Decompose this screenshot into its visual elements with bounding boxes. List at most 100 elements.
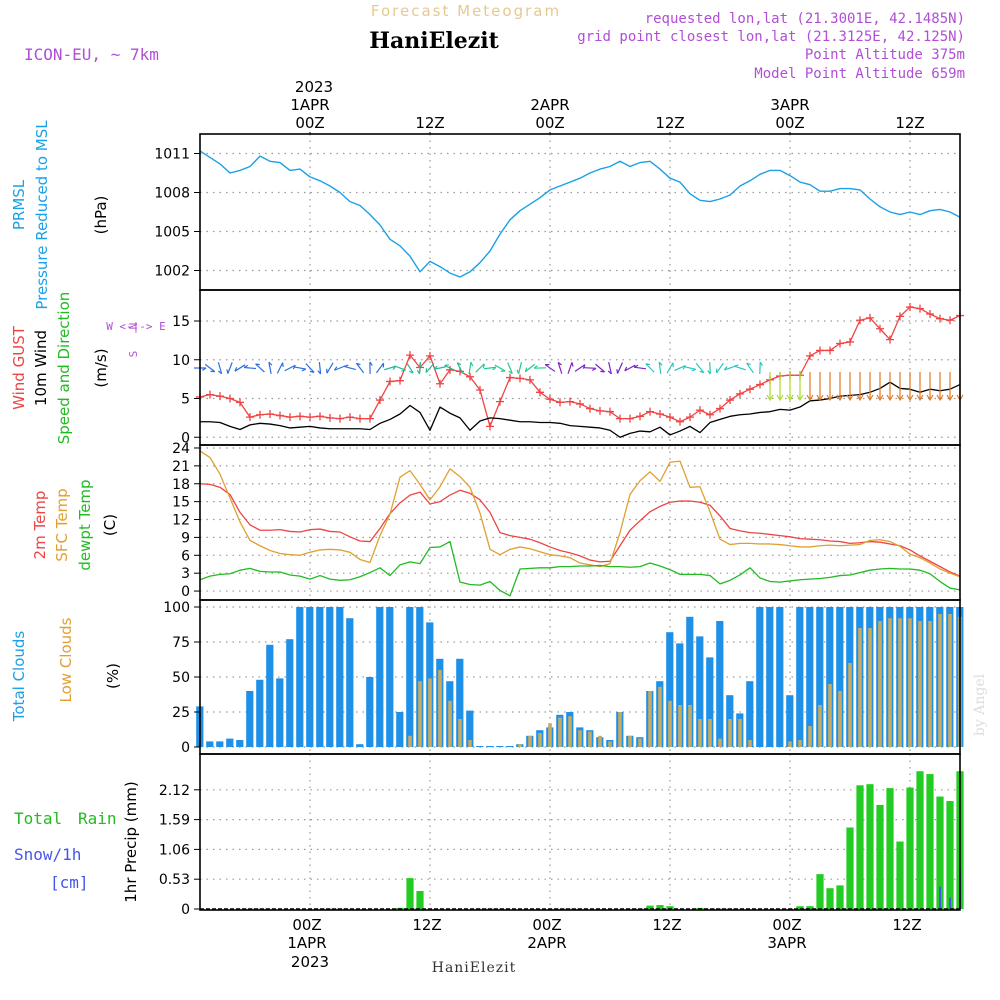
- wind-arrow: [456, 362, 464, 374]
- y-tick-label: 1.06: [159, 842, 190, 858]
- y-tick-label: 1011: [154, 147, 190, 163]
- total-cloud-bar: [766, 607, 774, 747]
- top-time-label: 3APR: [770, 96, 809, 114]
- wind-arrow: [734, 364, 746, 371]
- total-cloud-bar: [786, 695, 794, 747]
- low-cloud-bar: [808, 726, 812, 747]
- requested-coords: requested lon,lat (21.3001E, 42.1485N): [645, 11, 965, 27]
- wind-arrow: [796, 372, 804, 402]
- rain-bar: [926, 774, 934, 909]
- low-cloud-bar: [418, 681, 422, 747]
- wind-arrow: [406, 362, 414, 374]
- wind-arrow: [305, 363, 315, 373]
- gust-marker: [426, 351, 434, 360]
- wind-rose-n: N: [127, 323, 140, 330]
- low-cloud-bar: [838, 691, 842, 747]
- dewpoint-line: [199, 540, 961, 597]
- total-cloud-bar: [276, 678, 284, 747]
- y-tick-label: 12: [172, 513, 190, 529]
- low-cloud-bar: [618, 712, 622, 747]
- wind-arrow: [333, 365, 346, 371]
- low-cloud-bar: [518, 744, 522, 747]
- temp-unit: (C): [101, 514, 119, 536]
- gust-marker: [636, 412, 644, 421]
- wind-arrow: [268, 361, 273, 375]
- total-cloud-bar: [226, 738, 234, 747]
- bottom-time-label: 12Z: [892, 916, 921, 934]
- pressure-label-prmsl: PRMSL: [10, 179, 28, 230]
- low-cloud-bar: [658, 686, 662, 747]
- total-cloud-bar: [506, 746, 514, 747]
- rain-bar: [856, 785, 864, 909]
- gust-marker: [466, 372, 474, 381]
- model-label: ICON-EU, ~ 7km: [24, 45, 159, 64]
- wind-arrow: [684, 366, 697, 372]
- wind-arrow: [483, 366, 497, 371]
- wind-arrow: [444, 364, 456, 372]
- total-cloud-bar: [486, 746, 494, 747]
- total-cloud-bar: [836, 607, 844, 747]
- wind-arrow: [317, 361, 322, 375]
- gust-marker: [506, 373, 514, 382]
- low-cloud-bar: [558, 717, 562, 747]
- total-cloud-bar: [696, 636, 704, 747]
- wind-labels: Wind GUST 10m Wind Speed and Direction (…: [10, 292, 166, 445]
- gust-marker: [406, 351, 414, 360]
- wind-arrow: [936, 372, 944, 402]
- clouds-total-label: Total Clouds: [10, 631, 28, 723]
- gust-marker: [566, 397, 574, 406]
- bottom-time-label: 00Z: [532, 916, 561, 934]
- total-cloud-bar: [776, 607, 784, 747]
- rain-bar: [406, 878, 414, 909]
- total-cloud-bar: [296, 607, 304, 747]
- y-tick-label: 3: [181, 566, 190, 582]
- low-cloud-bar: [848, 663, 852, 747]
- gust-marker: [626, 414, 634, 423]
- wind-arrow: [786, 372, 794, 402]
- temp-2m-label: 2m Temp: [31, 491, 49, 560]
- y-tick-label: 0: [181, 740, 190, 756]
- panel-frame: [199, 753, 961, 911]
- gust-marker: [396, 376, 404, 385]
- wind-arrow: [759, 361, 763, 375]
- total-cloud-bar: [806, 607, 814, 747]
- pressure-labels: PRMSL Pressure Reduced to MSL (hPa): [10, 120, 110, 310]
- wind-arrow: [255, 363, 265, 373]
- top-time-label: 12Z: [655, 114, 684, 132]
- wind-arrow: [516, 362, 523, 375]
- rain-bar: [866, 784, 874, 909]
- wind-arrow: [394, 365, 406, 372]
- wind-arrow: [723, 365, 736, 371]
- bottom-time-label: 00Z: [292, 916, 321, 934]
- wind-arrow: [204, 363, 216, 373]
- wind-gust-label: Wind GUST: [10, 325, 28, 410]
- wind-arrow: [533, 365, 547, 369]
- low-cloud-bar: [908, 618, 912, 747]
- rain-bar: [416, 891, 424, 909]
- low-cloud-bar: [738, 719, 742, 747]
- low-cloud-bar: [788, 741, 792, 747]
- low-cloud-bar: [548, 723, 552, 747]
- gust-marker: [946, 316, 954, 325]
- gust-marker: [236, 398, 244, 407]
- gust-marker: [476, 385, 484, 394]
- bottom-time-label: 3APR: [767, 934, 806, 952]
- wind-arrow: [746, 362, 754, 374]
- rain-bar: [666, 906, 674, 909]
- gust-marker: [896, 312, 904, 321]
- low-cloud-bar: [728, 719, 732, 747]
- rain-bar: [876, 804, 884, 909]
- wind-arrow: [826, 372, 834, 402]
- wind-arrow: [856, 372, 864, 402]
- low-cloud-bar: [878, 621, 882, 747]
- y-tick-label: 100: [163, 600, 190, 616]
- gust-marker: [226, 394, 234, 403]
- pressure-label-msl: Pressure Reduced to MSL: [33, 120, 51, 310]
- temp-2m-line: [199, 483, 961, 577]
- gust-marker: [256, 410, 264, 419]
- gust-marker: [366, 414, 374, 423]
- precip-cm-label: [cm]: [50, 873, 89, 892]
- total-cloud-bar: [756, 607, 764, 747]
- bottom-time-label: 2APR: [527, 934, 566, 952]
- total-cloud-bar: [266, 644, 274, 747]
